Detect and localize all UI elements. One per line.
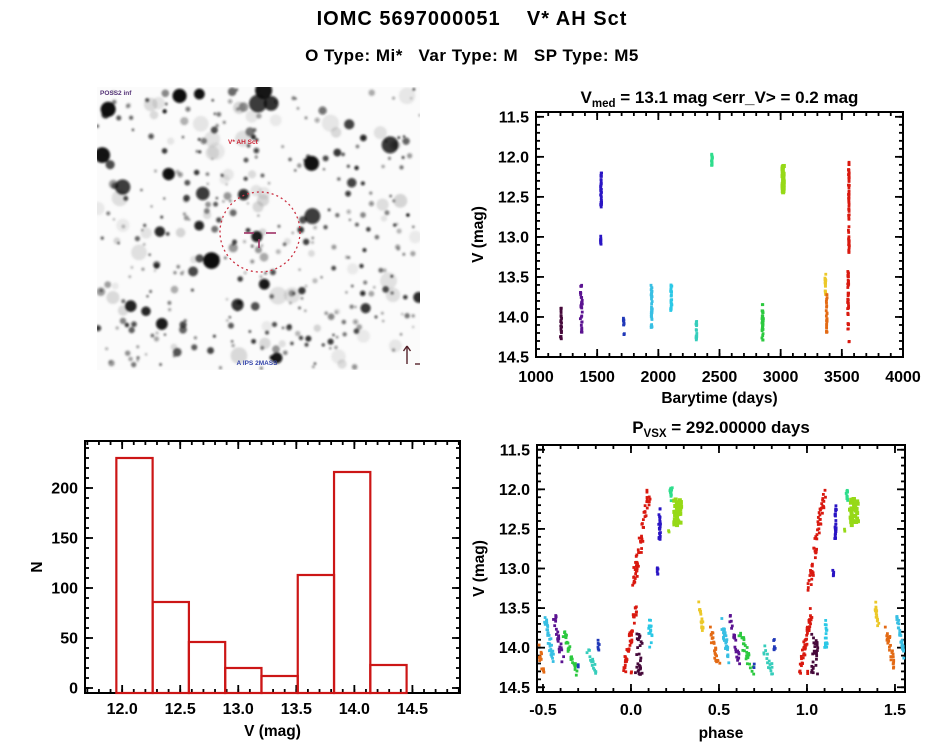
phase-svg: -0.5 0.0 0.5 1.0 1.5 11.5 12.0 12.5 13.0 13.5 14.0… [471, 418, 906, 742]
x-tick-label: 1000 [518, 369, 554, 386]
y-tick-label: 12.0 [498, 149, 529, 166]
histogram-bar [296, 573, 336, 695]
axis-box [84, 440, 461, 694]
x-tick-label: 13.0 [223, 701, 254, 718]
x-tick-label: 1500 [579, 369, 615, 386]
plot-title: Vmed = 13.1 mag <err_V> = 0.2 mag [581, 88, 859, 110]
y-tick-label: 0 [69, 681, 78, 698]
x-tick-label: 0.5 [708, 702, 730, 719]
histogram-bar [260, 674, 299, 695]
x-tick-label: 1.5 [884, 702, 906, 719]
x-axis-label: phase [699, 725, 744, 742]
x-tick-label: 3500 [824, 369, 860, 386]
x-tick-label: 2000 [641, 369, 677, 386]
y-tick-label: 200 [51, 481, 78, 498]
y-tick-label: 13.0 [499, 561, 530, 578]
y-tick-label: 14.0 [498, 309, 529, 326]
histogram-bar [369, 663, 408, 695]
y-tick-label: 50 [60, 631, 78, 648]
y-tick-label: 13.0 [498, 229, 529, 246]
histogram-bar [187, 640, 227, 695]
histogram-bar [115, 456, 154, 695]
y-tick-label: 12.5 [498, 189, 529, 206]
y-axis-label: V (mag) [471, 540, 488, 597]
x-tick-label: 2500 [702, 369, 738, 386]
lightcurve-svg: 1000 1500 2000 2500 3000 3500 4000 11.5 12.0 12.5… [470, 88, 921, 407]
plot-title: PVSX = 292.00000 days [632, 418, 810, 440]
finder-svg: POSS2 inf V* AH Sct A IPS 2MASS [91, 81, 428, 370]
x-tick-label: 4000 [885, 369, 921, 386]
histogram-svg: 12.0 12.5 13.0 13.5 14.0 14.5 0 50 100 150 200 V (m… [29, 440, 461, 740]
finder-chart-image: POSS2 inf V* AH Sct A IPS 2MASS [91, 81, 428, 370]
phase-folded-plot: -0.5 0.0 0.5 1.0 1.5 11.5 12.0 12.5 13.0 13.5 14.0… [470, 415, 944, 747]
y-axis-label: N [30, 561, 46, 572]
x-tick-label: 3000 [763, 369, 799, 386]
y-tick-label: 150 [51, 531, 78, 548]
y-axis-label: V (mag) [470, 206, 487, 263]
page-subtitle: O Type: Mi* Var Type: M SP Type: M5 [305, 46, 639, 65]
x-tick-label: -0.5 [529, 702, 557, 719]
axis-box [535, 111, 904, 358]
x-tick-label: 1.0 [796, 702, 818, 719]
lightcurve-plot: 1000 1500 2000 2500 3000 3500 4000 11.5 12.0 12.5… [470, 85, 944, 415]
target-circle [219, 191, 301, 273]
star-field [91, 81, 425, 370]
y-tick-label: 11.5 [499, 109, 529, 126]
page-title: IOMC 5697000051 V* AH Sct [316, 8, 628, 30]
magnitude-histogram-plot: 12.0 12.5 13.0 13.5 14.0 14.5 0 50 100 150 200 V (m… [29, 420, 470, 747]
x-tick-label: 14.5 [397, 701, 428, 718]
x-axis-label: Barytime (days) [661, 390, 777, 407]
finder-star-label: V* AH Sct [228, 139, 259, 146]
finder-survey-label: POSS2 inf [100, 90, 132, 97]
y-tick-label: 12.0 [499, 482, 530, 499]
histogram-bar [224, 666, 263, 695]
y-tick-label: 12.5 [499, 521, 530, 538]
x-tick-label: 12.0 [107, 701, 138, 718]
y-tick-label: 14.5 [499, 680, 530, 697]
x-tick-label: 14.0 [339, 701, 370, 718]
y-tick-label: 13.5 [498, 269, 529, 286]
y-tick-label: 11.5 [500, 442, 530, 459]
axis-box [536, 444, 906, 693]
x-tick-label: 12.5 [165, 701, 196, 718]
x-tick-label: 13.5 [281, 701, 312, 718]
y-tick-label: 13.5 [499, 601, 530, 618]
x-axis-label: V (mag) [244, 723, 301, 740]
y-tick-label: 14.5 [498, 350, 529, 367]
finder-bottom-label: A IPS 2MASS [237, 360, 279, 367]
x-tick-label: 0.0 [620, 702, 642, 719]
histogram-bar [332, 470, 372, 695]
y-tick-label: 100 [51, 581, 78, 598]
histogram-bar [151, 600, 191, 695]
y-tick-label: 14.0 [499, 640, 530, 657]
